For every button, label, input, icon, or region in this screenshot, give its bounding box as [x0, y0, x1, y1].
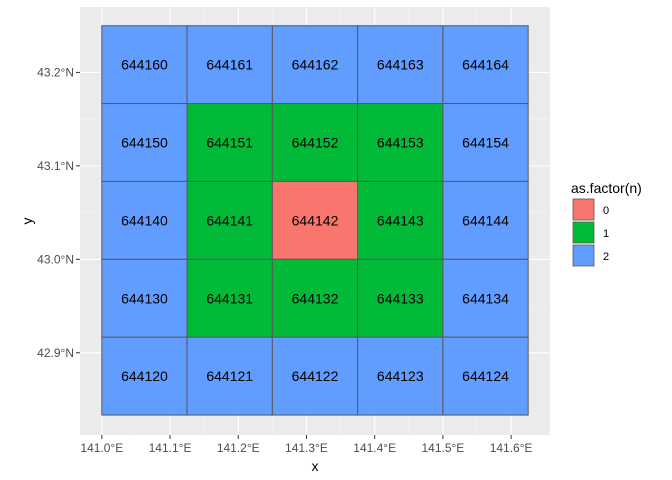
tiles: 644160 644161 644162 644163 644164 644150 6441… [101, 25, 529, 416]
tile-label: 644120 [121, 368, 168, 384]
tile [271, 258, 359, 338]
tile [186, 25, 273, 105]
tile-label: 644124 [462, 368, 509, 384]
tile [442, 103, 529, 182]
y-tick-label: 42.9°N [37, 346, 74, 360]
tile-label: 644142 [292, 212, 339, 228]
tile-label: 644132 [292, 290, 339, 306]
tile [186, 336, 273, 416]
tile-label: 644122 [292, 368, 339, 384]
legend-label: 2 [603, 251, 609, 263]
tile-label: 644131 [206, 290, 253, 306]
tile-label: 644123 [377, 368, 424, 384]
tile-label: 644144 [462, 212, 509, 228]
tile [271, 336, 359, 416]
tile-label: 644121 [206, 368, 253, 384]
y-axis-title: y [19, 218, 35, 225]
tile [271, 103, 359, 182]
tile [186, 103, 273, 182]
legend-key [572, 198, 595, 221]
tile-label: 644151 [206, 135, 253, 151]
tile [101, 103, 188, 182]
legend-label: 0 [603, 205, 609, 217]
tile-label: 644130 [121, 290, 168, 306]
legend-title: as.factor(n) [571, 180, 642, 196]
tile-label: 644141 [206, 212, 253, 228]
x-tick-label: 141.6°E [490, 441, 533, 455]
tile [442, 25, 529, 105]
x-axis-title: x [312, 458, 319, 474]
x-tick-label: 141.5°E [421, 441, 464, 455]
tile [357, 103, 444, 182]
tile-label: 644133 [377, 290, 424, 306]
tile-label: 644140 [121, 212, 168, 228]
tile-label: 644150 [121, 135, 168, 151]
tile-label: 644143 [377, 212, 424, 228]
y-tick-label: 43.1°N [37, 159, 74, 173]
tile-label: 644161 [206, 57, 253, 73]
tile [442, 336, 529, 416]
y-tick-label: 43.0°N [37, 252, 74, 266]
tile [101, 258, 188, 338]
tile [271, 25, 359, 105]
tile [357, 25, 444, 105]
x-tick-label: 141.4°E [353, 441, 396, 455]
tile [271, 180, 359, 260]
tile-label: 644154 [462, 135, 509, 151]
x-tick-label: 141.3°E [285, 441, 328, 455]
tile-label: 644134 [462, 290, 509, 306]
tile [357, 336, 444, 416]
x-tick-label: 141.0°E [80, 441, 123, 455]
tile [101, 336, 188, 416]
legend: as.factor(n) 0 1 2 [571, 180, 642, 267]
tile [186, 258, 273, 338]
axes: 141.0°E 141.1°E 141.2°E 141.3°E 141.4°E 141.5… [37, 65, 532, 455]
legend-key [572, 221, 595, 244]
y-tick-label: 43.2°N [37, 65, 74, 79]
tile-label: 644153 [377, 135, 424, 151]
legend-key [572, 244, 595, 267]
tile-label: 644160 [121, 57, 168, 73]
tile [442, 180, 529, 260]
tile-label: 644162 [292, 57, 339, 73]
legend-label: 1 [603, 228, 609, 240]
x-tick-label: 141.2°E [217, 441, 260, 455]
tile [186, 180, 273, 260]
tile-label: 644163 [377, 57, 424, 73]
tile-label: 644152 [292, 135, 339, 151]
x-tick-label: 141.1°E [149, 441, 192, 455]
tile-label: 644164 [462, 57, 509, 73]
tile [101, 25, 188, 105]
tile [101, 180, 188, 260]
